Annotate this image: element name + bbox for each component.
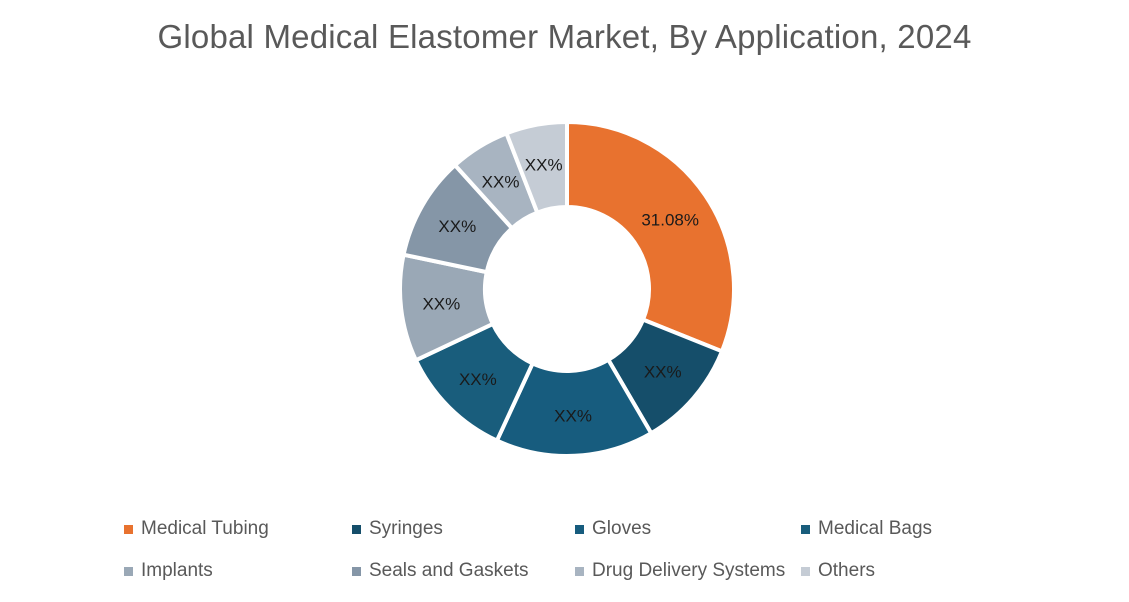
slice-data-label: XX%: [422, 295, 460, 314]
legend-row-1: Medical Tubing Syringes Gloves Medical B…: [124, 518, 1024, 560]
legend-swatch-icon: [352, 524, 361, 534]
legend-item-gloves: Gloves: [575, 518, 651, 540]
legend-item-implants: Implants: [124, 560, 213, 582]
chart-legend: Medical Tubing Syringes Gloves Medical B…: [124, 518, 1024, 602]
slice-data-label: XX%: [459, 370, 497, 389]
donut-slice-medical-tubing: [565, 119, 736, 354]
legend-item-drug-delivery-systems: Drug Delivery Systems: [575, 560, 785, 582]
legend-swatch-icon: [124, 524, 133, 534]
legend-label: Implants: [141, 560, 213, 581]
slice-data-label: XX%: [482, 172, 520, 191]
legend-swatch-icon: [801, 524, 810, 534]
legend-label: Gloves: [592, 518, 652, 539]
legend-item-seals-and-gaskets: Seals and Gaskets: [352, 560, 528, 582]
legend-item-syringes: Syringes: [352, 518, 443, 540]
legend-item-medical-tubing: Medical Tubing: [124, 518, 269, 540]
legend-label: Syringes: [369, 518, 443, 539]
slice-data-label: XX%: [644, 363, 682, 382]
legend-label: Others: [818, 560, 876, 581]
legend-swatch-icon: [124, 566, 133, 576]
donut-chart: 31.08% XX% XX% XX% XX% XX% XX% XX%: [400, 119, 736, 456]
chart-title: Global Medical Elastomer Market, By Appl…: [157, 18, 972, 55]
legend-item-others: Others: [801, 560, 875, 582]
slice-data-label: XX%: [554, 406, 592, 425]
legend-row-2: Implants Seals and Gaskets Drug Delivery…: [124, 560, 1024, 602]
legend-swatch-icon: [575, 524, 584, 534]
legend-label: Drug Delivery Systems: [592, 560, 786, 581]
legend-item-medical-bags: Medical Bags: [801, 518, 932, 540]
legend-swatch-icon: [801, 566, 810, 576]
slice-data-label: XX%: [525, 156, 563, 175]
legend-label: Seals and Gaskets: [369, 560, 529, 581]
donut-slice-others: [503, 119, 569, 216]
legend-swatch-icon: [352, 566, 361, 576]
legend-swatch-icon: [575, 566, 584, 576]
legend-label: Medical Tubing: [141, 518, 269, 539]
slice-data-label: XX%: [438, 217, 476, 236]
donut-svg: 31.08% XX% XX% XX% XX% XX% XX% XX%: [400, 119, 736, 456]
legend-label: Medical Bags: [818, 518, 933, 539]
slice-data-label: 31.08%: [641, 210, 699, 229]
